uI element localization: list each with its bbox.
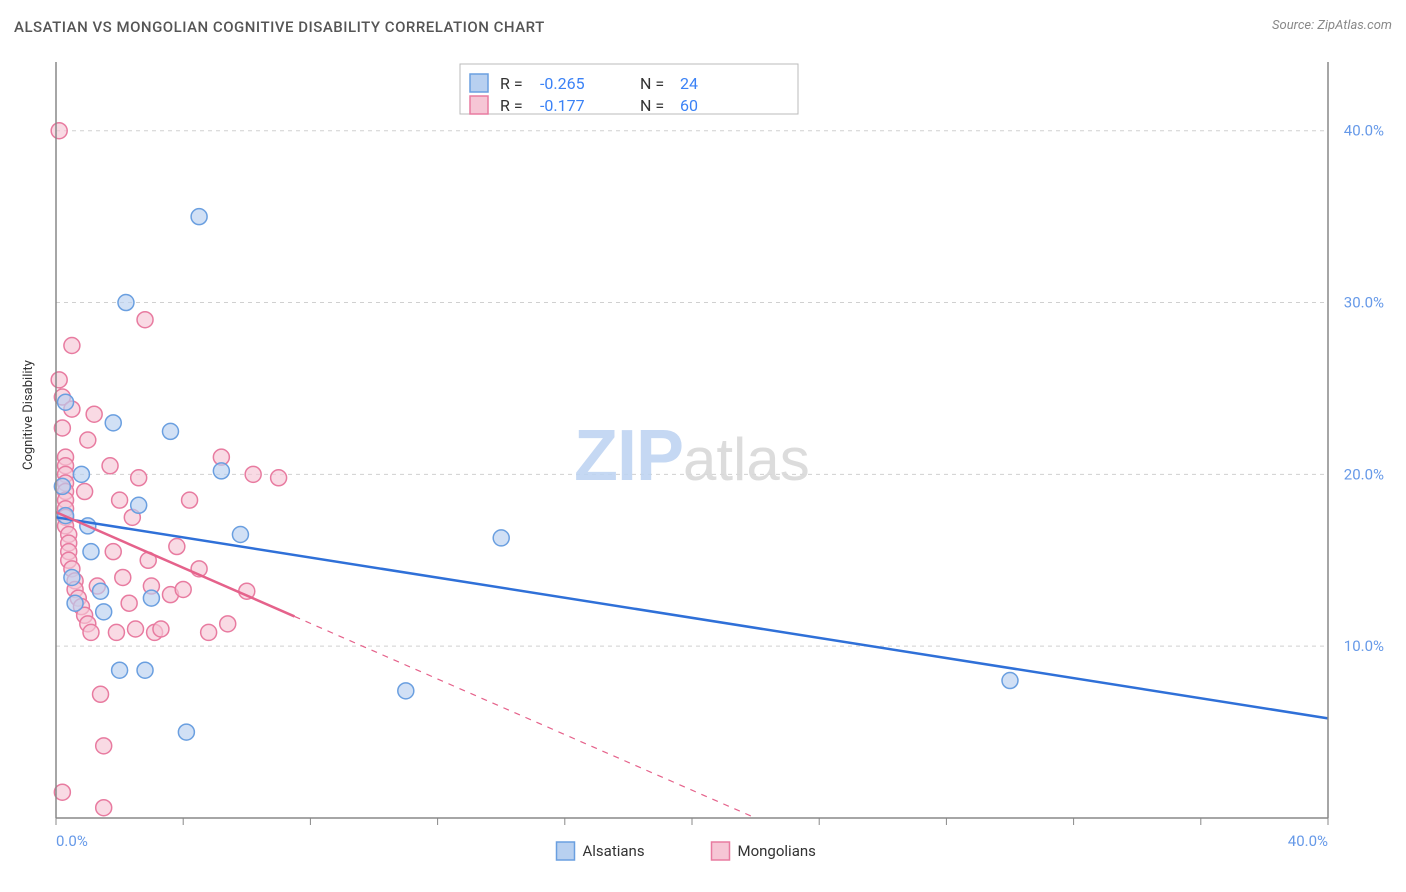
svg-text:ZIPatlas: ZIPatlas	[574, 416, 810, 496]
x-axis-tick-label: 40.0%	[1288, 832, 1328, 850]
y-axis-tick-label: 40.0%	[1344, 122, 1384, 140]
stats-N-value: 60	[680, 96, 698, 115]
scatter-point	[93, 686, 109, 702]
scatter-point	[118, 295, 134, 311]
regression-line	[56, 517, 1328, 718]
y-axis-label: Cognitive Disability	[21, 360, 36, 470]
scatter-point	[398, 683, 414, 699]
scatter-point	[178, 724, 194, 740]
scatter-point	[245, 466, 261, 482]
scatter-point	[131, 497, 147, 513]
scatter-point	[51, 123, 67, 139]
scatter-point	[182, 492, 198, 508]
scatter-point	[153, 621, 169, 637]
scatter-point	[131, 470, 147, 486]
scatter-point	[201, 624, 217, 640]
legend-label: Alsatians	[583, 842, 645, 860]
scatter-point	[143, 590, 159, 606]
scatter-point	[162, 423, 178, 439]
legend-swatch	[712, 842, 730, 860]
scatter-point	[137, 662, 153, 678]
scatter-point	[128, 621, 144, 637]
y-axis-tick-label: 20.0%	[1344, 465, 1384, 483]
scatter-point	[1002, 673, 1018, 689]
scatter-point	[96, 604, 112, 620]
scatter-point	[93, 583, 109, 599]
scatter-point	[105, 544, 121, 560]
scatter-point	[80, 432, 96, 448]
legend-label: Mongolians	[738, 842, 816, 860]
legend-swatch	[557, 842, 575, 860]
scatter-point	[77, 484, 93, 500]
legend-swatch	[470, 96, 488, 114]
scatter-chart: ZIPatlas 0.0% 40.0% 10.0% 20.0% 30.0% 40.0% Cog…	[14, 50, 1392, 878]
scatter-point	[83, 544, 99, 560]
regression-line-dashed	[295, 616, 756, 818]
scatter-point	[67, 595, 83, 611]
stats-R-value: -0.177	[540, 96, 585, 115]
scatter-point	[191, 209, 207, 225]
scatter-point	[493, 530, 509, 546]
stats-R-value: -0.265	[540, 74, 585, 93]
chart-title: ALSATIAN VS MONGOLIAN COGNITIVE DISABILI…	[14, 18, 1392, 36]
scatter-point	[102, 458, 118, 474]
scatter-point	[213, 463, 229, 479]
scatter-point	[121, 595, 137, 611]
scatter-point	[64, 338, 80, 354]
legend-swatch	[470, 74, 488, 92]
scatter-point	[54, 420, 70, 436]
scatter-point	[51, 372, 67, 388]
scatter-point	[58, 394, 74, 410]
y-axis-tick-label: 10.0%	[1344, 637, 1384, 655]
scatter-point	[54, 478, 70, 494]
chart-header: ALSATIAN VS MONGOLIAN COGNITIVE DISABILI…	[14, 18, 1392, 46]
scatter-point	[108, 624, 124, 640]
scatter-point	[115, 569, 131, 585]
scatter-point	[137, 312, 153, 328]
scatter-point	[220, 616, 236, 632]
stats-N-label: N =	[640, 74, 664, 93]
scatter-point	[271, 470, 287, 486]
stats-N-value: 24	[680, 74, 698, 93]
chart-container: ZIPatlas 0.0% 40.0% 10.0% 20.0% 30.0% 40.0% Cog…	[14, 50, 1392, 878]
scatter-point	[232, 527, 248, 543]
stats-R-label: R =	[500, 74, 523, 93]
scatter-point	[83, 624, 99, 640]
scatter-point	[86, 406, 102, 422]
scatter-point	[175, 581, 191, 597]
chart-source: Source: ZipAtlas.com	[1272, 18, 1392, 33]
stats-R-label: R =	[500, 96, 523, 115]
scatter-point	[96, 738, 112, 754]
scatter-point	[169, 539, 185, 555]
scatter-point	[112, 662, 128, 678]
scatter-point	[112, 492, 128, 508]
x-axis-tick-label: 0.0%	[56, 832, 88, 850]
y-axis-tick-label: 30.0%	[1344, 294, 1384, 312]
scatter-point	[54, 784, 70, 800]
stats-N-label: N =	[640, 96, 664, 115]
scatter-point	[73, 466, 89, 482]
scatter-point	[96, 800, 112, 816]
scatter-point	[105, 415, 121, 431]
scatter-point	[64, 569, 80, 585]
